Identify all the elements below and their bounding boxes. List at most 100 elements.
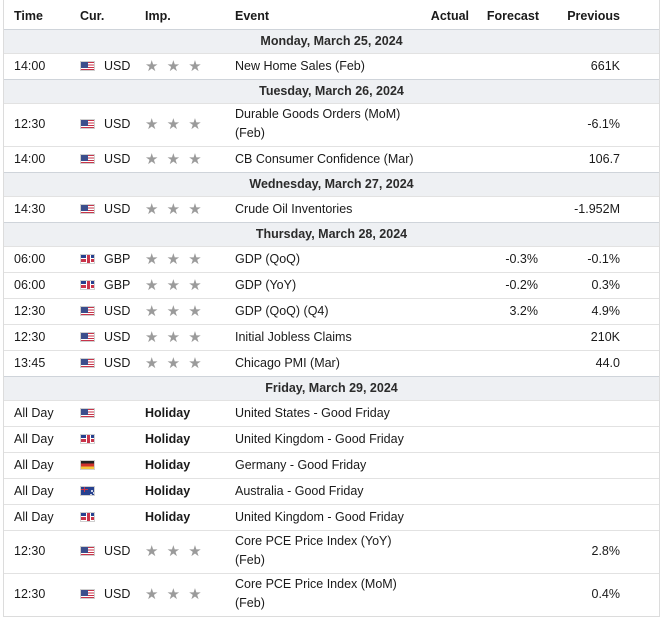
event-time: 14:00 xyxy=(14,152,46,166)
header-previous[interactable]: Previous xyxy=(567,9,620,23)
event-time: All Day xyxy=(14,432,54,446)
event-name[interactable]: Germany - Good Friday xyxy=(235,458,367,472)
event-previous: 2.8% xyxy=(591,544,621,558)
calendar-body: Monday, March 25, 2024 14:00 USD ★ ★ ★ New H… xyxy=(4,29,659,616)
event-previous: 210K xyxy=(590,330,620,344)
event-row[interactable]: 12:30 USD ★ ★ ★ GDP (QoQ) (Q4) 3.2% 4.9% xyxy=(4,298,659,324)
us-flag-icon xyxy=(80,589,95,599)
event-name[interactable]: Initial Jobless Claims xyxy=(235,330,352,344)
event-previous: 661K xyxy=(590,59,620,73)
event-row[interactable]: 14:00 USD ★ ★ ★ CB Consumer Confidence (Mar… xyxy=(4,146,659,172)
event-time: 12:30 xyxy=(14,304,46,318)
event-previous: 0.3% xyxy=(591,278,621,292)
event-time: 14:00 xyxy=(14,59,46,73)
event-previous: 106.7 xyxy=(588,152,620,166)
header-time[interactable]: Time xyxy=(14,9,43,23)
day-header-row: Friday, March 29, 2024 xyxy=(4,376,659,400)
event-currency: USD xyxy=(104,59,131,73)
star-icon: ★ ★ ★ xyxy=(145,116,204,133)
holiday-label: Holiday xyxy=(145,510,191,524)
us-flag-icon xyxy=(80,61,95,71)
event-previous: 4.9% xyxy=(591,304,621,318)
event-name[interactable]: Crude Oil Inventories xyxy=(235,202,353,216)
calendar-header-row: Time Cur. Imp. Event Actual Forecast Pre… xyxy=(4,0,659,29)
event-previous: 44.0 xyxy=(595,356,620,370)
star-icon: ★ ★ ★ xyxy=(145,543,204,560)
event-name[interactable]: Australia - Good Friday xyxy=(235,484,364,498)
us-flag-icon xyxy=(80,358,95,368)
event-name[interactable]: Durable Goods Orders (MoM) (Feb) xyxy=(235,107,401,140)
event-row[interactable]: 12:30 USD ★ ★ ★ Initial Jobless Claims 210K xyxy=(4,324,659,350)
event-currency: USD xyxy=(104,152,131,166)
star-icon: ★ ★ ★ xyxy=(145,277,204,294)
holiday-label: Holiday xyxy=(145,406,191,420)
event-previous: -0.1% xyxy=(587,252,620,266)
star-icon: ★ ★ ★ xyxy=(145,329,204,346)
event-row[interactable]: 12:30 USD ★ ★ ★ Core PCE Price Index (MoM) … xyxy=(4,573,659,616)
event-previous: -6.1% xyxy=(587,117,620,131)
holiday-label: Holiday xyxy=(145,458,191,472)
holiday-label: Holiday xyxy=(145,484,191,498)
event-name[interactable]: GDP (YoY) xyxy=(235,278,297,292)
uk-flag-icon xyxy=(80,434,95,444)
event-currency: USD xyxy=(104,356,131,370)
event-name[interactable]: CB Consumer Confidence (Mar) xyxy=(235,152,414,166)
event-row[interactable]: All Day Holiday Germany - Good Friday xyxy=(4,452,659,478)
event-row[interactable]: 14:30 USD ★ ★ ★ Crude Oil Inventories -1.952… xyxy=(4,196,659,222)
header-importance[interactable]: Imp. xyxy=(145,9,171,23)
event-name[interactable]: Chicago PMI (Mar) xyxy=(235,356,340,370)
event-name[interactable]: GDP (QoQ) xyxy=(235,252,301,266)
event-currency: USD xyxy=(104,544,131,558)
day-header-row: Monday, March 25, 2024 xyxy=(4,29,659,53)
event-name[interactable]: New Home Sales (Feb) xyxy=(235,59,365,73)
day-header-row: Tuesday, March 26, 2024 xyxy=(4,79,659,103)
star-icon: ★ ★ ★ xyxy=(145,201,204,218)
event-time: All Day xyxy=(14,484,54,498)
us-flag-icon xyxy=(80,119,95,129)
event-previous: -1.952M xyxy=(574,202,620,216)
event-name[interactable]: United Kingdom - Good Friday xyxy=(235,510,404,524)
event-time: 12:30 xyxy=(14,330,46,344)
event-row[interactable]: 13:45 USD ★ ★ ★ Chicago PMI (Mar) 44.0 xyxy=(4,350,659,376)
day-header-row: Wednesday, March 27, 2024 xyxy=(4,172,659,196)
event-currency: GBP xyxy=(104,252,131,266)
event-time: 12:30 xyxy=(14,117,46,131)
header-forecast[interactable]: Forecast xyxy=(486,9,539,23)
header-event[interactable]: Event xyxy=(235,9,270,23)
event-time: All Day xyxy=(14,510,54,524)
germany-flag-icon xyxy=(80,460,95,470)
event-time: 14:30 xyxy=(14,202,46,216)
event-row[interactable]: 06:00 GBP ★ ★ ★ GDP (QoQ) -0.3% -0.1% xyxy=(4,246,659,272)
event-row[interactable]: 14:00 USD ★ ★ ★ New Home Sales (Feb) 661K xyxy=(4,53,659,79)
uk-flag-icon xyxy=(80,512,95,522)
event-name[interactable]: Core PCE Price Index (YoY) (Feb) xyxy=(235,534,392,567)
event-row[interactable]: All Day Holiday United States - Good Frida… xyxy=(4,400,659,426)
star-icon: ★ ★ ★ xyxy=(145,355,204,372)
event-row[interactable]: 12:30 USD ★ ★ ★ Core PCE Price Index (YoY) … xyxy=(4,530,659,573)
star-icon: ★ ★ ★ xyxy=(145,303,204,320)
event-currency: USD xyxy=(104,330,131,344)
event-currency: USD xyxy=(104,202,131,216)
event-time: 13:45 xyxy=(14,356,46,370)
uk-flag-icon xyxy=(80,254,95,264)
event-name[interactable]: United States - Good Friday xyxy=(235,406,390,420)
event-time: All Day xyxy=(14,458,54,472)
star-icon: ★ ★ ★ xyxy=(145,151,204,168)
event-time: 06:00 xyxy=(14,252,46,266)
event-row[interactable]: All Day Holiday United Kingdom - Good Frid… xyxy=(4,504,659,530)
event-currency: USD xyxy=(104,304,131,318)
event-row[interactable]: All Day Holiday United Kingdom - Good Frid… xyxy=(4,426,659,452)
event-row[interactable]: 06:00 GBP ★ ★ ★ GDP (YoY) -0.2% 0.3% xyxy=(4,272,659,298)
star-icon: ★ ★ ★ xyxy=(145,251,204,268)
us-flag-icon xyxy=(80,204,95,214)
event-name[interactable]: Core PCE Price Index (MoM) (Feb) xyxy=(235,577,397,610)
event-name[interactable]: United Kingdom - Good Friday xyxy=(235,432,404,446)
event-name[interactable]: GDP (QoQ) (Q4) xyxy=(235,304,329,318)
event-currency: GBP xyxy=(104,278,131,292)
event-row[interactable]: All Day Holiday Australia - Good Friday xyxy=(4,478,659,504)
star-icon: ★ ★ ★ xyxy=(145,58,204,75)
header-actual[interactable]: Actual xyxy=(430,9,469,23)
event-row[interactable]: 12:30 USD ★ ★ ★ Durable Goods Orders (MoM) … xyxy=(4,103,659,146)
us-flag-icon xyxy=(80,306,95,316)
header-currency[interactable]: Cur. xyxy=(80,9,105,23)
